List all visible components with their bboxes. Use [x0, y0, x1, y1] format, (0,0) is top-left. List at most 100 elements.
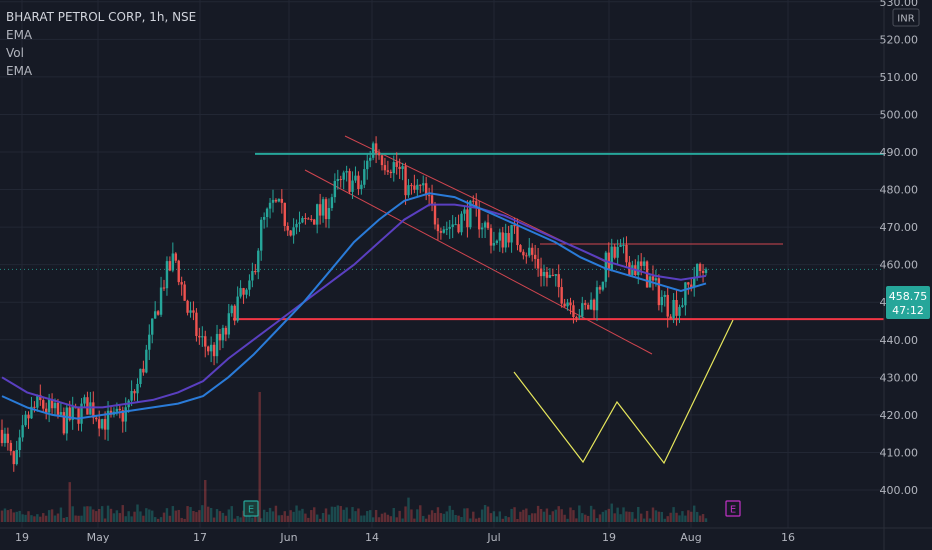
candle-body [642, 261, 646, 266]
candle-body [395, 162, 398, 167]
candle-body [533, 254, 537, 259]
indicator-ema-2[interactable]: EMA [6, 64, 33, 78]
candle-body [77, 408, 80, 424]
volume-bar [681, 511, 684, 522]
candle-body [42, 400, 45, 409]
candle-body [371, 143, 375, 158]
candle-body [274, 199, 278, 202]
volume-bar [333, 506, 337, 522]
candle-body [115, 408, 119, 412]
candle-body [174, 253, 177, 261]
volume-bar [209, 507, 213, 522]
volume-bar [315, 514, 319, 522]
candle-body [442, 229, 446, 233]
candle-body [693, 277, 696, 288]
candle-body [118, 408, 122, 411]
candle-body [454, 224, 457, 226]
candle-body [221, 327, 225, 341]
candle-body [30, 406, 33, 419]
volume-bar [498, 511, 502, 522]
volume-bar [398, 510, 401, 522]
volume-bar [589, 505, 593, 522]
candle-body [224, 327, 228, 335]
volume-bar [407, 497, 410, 522]
volume-bar [475, 518, 478, 522]
candle-body [27, 414, 30, 419]
candle-body [201, 336, 204, 338]
time-tick-label: 19 [15, 531, 29, 544]
volume-bar [557, 506, 560, 522]
volume-bar [572, 510, 575, 522]
volume-bar [693, 505, 696, 522]
currency-badge[interactable] [892, 8, 920, 27]
candle-body [336, 179, 339, 181]
candle-body [477, 207, 481, 230]
volume-bar [578, 505, 581, 522]
price-tick-label: 430.00 [880, 371, 919, 384]
price-tick-label: 400.00 [880, 484, 919, 497]
candle-body [198, 335, 201, 338]
volume-bar [324, 508, 328, 522]
volume-bar [115, 510, 119, 522]
candle-body [445, 228, 448, 230]
volume-bar [637, 506, 640, 522]
volume-bar [136, 504, 139, 522]
volume-spike [258, 392, 261, 522]
volume-bar [575, 518, 578, 522]
candle-body [277, 198, 281, 202]
volume-bar [12, 512, 15, 522]
candle-body [245, 289, 248, 295]
candle-body [215, 333, 219, 357]
candle-body [525, 255, 528, 257]
volume-bar [192, 510, 195, 522]
volume-bar [86, 506, 89, 522]
horizontal-levels [0, 152, 884, 321]
candle-body [192, 310, 195, 313]
indicator-vol[interactable]: Vol [6, 46, 24, 60]
candle-body [301, 218, 304, 223]
candle-body [248, 280, 251, 290]
volume-bar [404, 506, 407, 522]
volume-bar [336, 505, 339, 522]
volume-bar [495, 516, 499, 522]
candle-body [327, 208, 331, 220]
volume-bar [318, 518, 322, 522]
candle-body [68, 407, 71, 420]
volume-bar [77, 515, 80, 522]
price-tick-label: 480.00 [880, 184, 919, 197]
volume-bar [236, 516, 239, 522]
volume-bar [427, 514, 431, 522]
candle-body [106, 410, 110, 430]
volume-bar [392, 508, 395, 522]
volume-bar [145, 508, 148, 522]
candle-body [230, 305, 233, 314]
volume-bar [230, 506, 233, 522]
volume-bar [584, 514, 587, 522]
volume-bar [613, 513, 616, 522]
time-tick-label: Jun [279, 531, 297, 544]
volume-bar [645, 510, 649, 522]
volume-bar [360, 515, 363, 522]
candle-body [586, 304, 590, 310]
volume-bar [690, 511, 693, 522]
candle-body [345, 171, 348, 173]
candle-body [148, 334, 151, 350]
candle-body [204, 336, 207, 347]
volume-bar [634, 518, 637, 522]
indicator-ema-1[interactable]: EMA [6, 28, 33, 42]
candle-body [80, 403, 83, 424]
price-tick-label: 460.00 [880, 259, 919, 272]
candle-body [159, 287, 163, 315]
candle-body [124, 407, 127, 422]
candle-body [363, 169, 366, 185]
candle-body [165, 261, 169, 289]
candle-body [554, 274, 557, 276]
candle-body [315, 204, 319, 225]
candle-body [466, 209, 469, 228]
volume-bar [504, 516, 507, 522]
candle-body [463, 209, 466, 214]
volume-bar [601, 511, 605, 522]
candle-body [589, 299, 593, 310]
